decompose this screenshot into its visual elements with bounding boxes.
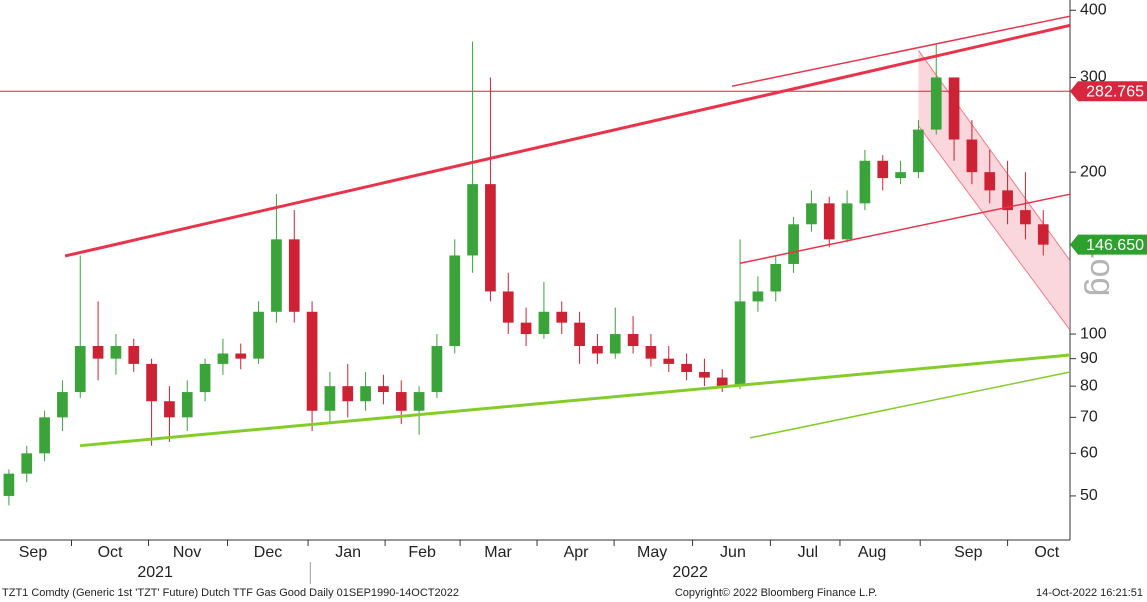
candle-body: [752, 291, 764, 302]
candle-body: [716, 377, 728, 387]
candle-body: [431, 346, 443, 393]
year-label: 2022: [672, 564, 708, 581]
y-tick-label: 70: [1080, 409, 1098, 426]
x-tick-label: May: [637, 544, 667, 561]
candle-body: [823, 203, 835, 240]
y-tick-label: 200: [1080, 163, 1107, 180]
candle-body: [39, 417, 50, 454]
candle-body: [324, 386, 336, 411]
candle-body: [663, 358, 675, 364]
candle-body: [806, 203, 817, 225]
candle-body: [1002, 190, 1013, 211]
candle-body: [235, 353, 247, 359]
candle-body: [288, 239, 300, 312]
trendline: [79, 353, 1071, 448]
trendline: [749, 371, 1071, 439]
hline-tag-label: 282.765: [1086, 84, 1144, 101]
candle-body: [378, 386, 389, 393]
last-price-tag-label: 146.650: [1086, 237, 1144, 254]
candle-body: [395, 392, 407, 411]
candle-body: [3, 473, 15, 496]
candle-body: [306, 311, 318, 411]
candle-body: [110, 346, 122, 359]
candle-body: [164, 401, 175, 418]
candle-body: [948, 77, 960, 140]
y-tick-label: 100: [1080, 325, 1107, 342]
footer-right: 14-Oct-2022 16:21:51: [1036, 587, 1143, 599]
candle-body: [1020, 210, 1031, 225]
candle-body: [413, 392, 425, 411]
candle-body: [556, 311, 568, 323]
candle-body: [734, 301, 746, 387]
candle-body: [699, 371, 710, 378]
x-tick-label: Dec: [254, 544, 282, 561]
candle-body: [199, 363, 211, 393]
candle-body: [592, 346, 603, 354]
x-tick-label: Sep: [954, 544, 983, 561]
candle-body: [859, 160, 871, 204]
candle-body: [449, 255, 461, 347]
x-tick-label: Apr: [564, 544, 590, 561]
candle-body: [609, 334, 621, 354]
last-price-tag-box: [1070, 234, 1147, 255]
hline-tag-box: [1070, 81, 1147, 102]
x-tick-label: Aug: [858, 544, 886, 561]
y-tick-label: 50: [1080, 487, 1098, 504]
candle-body: [146, 363, 157, 402]
footer-center: Copyright© 2022 Bloomberg Finance L.P.: [675, 587, 877, 599]
x-tick-label: Oct: [98, 544, 123, 561]
candle-body: [1037, 224, 1049, 245]
trendline: [64, 23, 1071, 258]
x-tick-label: Feb: [408, 544, 436, 561]
x-tick-label: Nov: [173, 544, 201, 561]
trendline: [739, 193, 1071, 264]
candle-body: [645, 346, 657, 359]
candle-body: [92, 346, 104, 359]
candle-body: [913, 129, 924, 173]
candle-body: [841, 203, 853, 240]
y-tick-label: 400: [1080, 1, 1107, 18]
candle-body: [681, 363, 692, 372]
candle-body: [538, 311, 550, 335]
x-tick-label: Oct: [1034, 544, 1059, 561]
x-tick-label: Jun: [720, 544, 746, 561]
y-tick-label: 80: [1080, 377, 1098, 394]
footer-left: TZT1 Comdty (Generic 1st 'TZT' Future) D…: [2, 587, 459, 599]
y-tick-label: 60: [1080, 445, 1098, 462]
candle-body: [21, 453, 33, 474]
candle-body: [342, 386, 354, 402]
candle-body: [57, 392, 68, 418]
y-tick-label: 90: [1080, 350, 1098, 367]
candle-body: [877, 160, 889, 179]
candle-body: [770, 263, 782, 292]
candle-body: [895, 172, 906, 179]
candle-body: [485, 184, 496, 292]
candle-body: [627, 334, 639, 347]
year-label: 2021: [137, 564, 173, 581]
candle-body: [574, 322, 585, 347]
candle-body: [502, 291, 514, 323]
x-tick-label: Sep: [19, 544, 48, 561]
candle-body: [271, 239, 282, 312]
candle-body: [128, 346, 140, 364]
candle-body: [984, 172, 996, 191]
candle-body: [966, 139, 978, 173]
candle-body: [788, 224, 799, 264]
candle-body: [74, 346, 86, 393]
candle-body: [253, 311, 264, 359]
candle-body: [360, 386, 371, 402]
candle-body: [181, 392, 193, 418]
x-tick-label: Jan: [335, 544, 361, 561]
x-tick-label: Mar: [484, 544, 512, 561]
x-tick-label: Jul: [798, 544, 818, 561]
candle-body: [930, 77, 942, 130]
candle-body: [467, 184, 478, 256]
channel-edge: [918, 125, 1071, 331]
trendline: [731, 15, 1071, 87]
candle-body: [217, 353, 229, 364]
candle-body: [520, 322, 532, 335]
